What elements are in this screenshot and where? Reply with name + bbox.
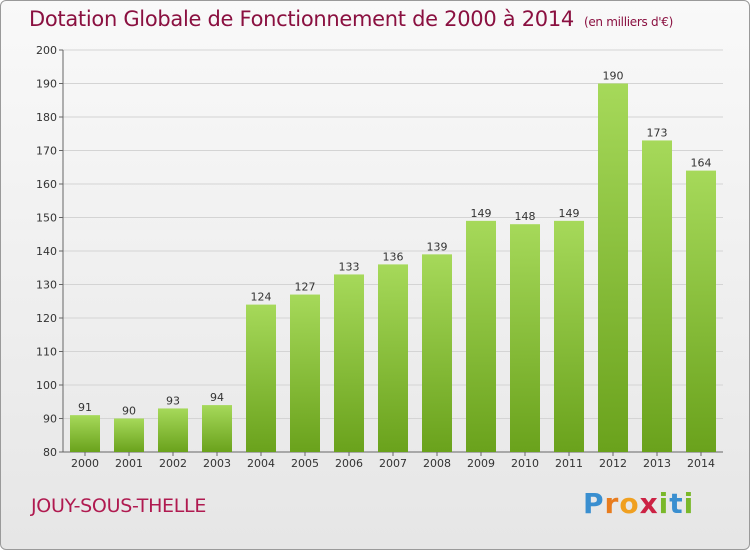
x-tick-label-2007: 2007 — [379, 457, 407, 470]
bar-2004 — [246, 304, 276, 452]
chart-subtitle: (en milliers d'€) — [583, 15, 673, 29]
x-tick-label-2004: 2004 — [247, 457, 275, 470]
x-tick-label-2006: 2006 — [335, 457, 363, 470]
x-tick-label-2008: 2008 — [423, 457, 451, 470]
data-label-2001: 90 — [122, 405, 136, 418]
y-tick-label: 200 — [36, 44, 57, 57]
data-label-2010: 148 — [515, 210, 536, 223]
x-tick-label-2009: 2009 — [467, 457, 495, 470]
commune-name: JOUY-SOUS-THELLE — [31, 495, 207, 517]
y-tick-label: 120 — [36, 312, 57, 325]
bar-2014 — [686, 170, 716, 452]
bar-2001 — [114, 418, 144, 452]
data-label-2008: 139 — [427, 240, 448, 253]
data-label-2013: 173 — [647, 126, 668, 139]
bar-2008 — [422, 254, 452, 452]
y-tick-label: 180 — [36, 111, 57, 124]
chart-title: Dotation Globale de Fonctionnement de 20… — [29, 7, 673, 31]
bar-2009 — [466, 220, 496, 452]
bar-2011 — [554, 220, 584, 452]
bar-2007 — [378, 264, 408, 452]
bar-2005 — [290, 294, 320, 452]
axes: 80 90 100 110 120 130 140 150 160 170 180 190 200 200… — [36, 44, 723, 470]
x-tick-label-2000: 2000 — [71, 457, 99, 470]
x-tick-label-2002: 2002 — [159, 457, 187, 470]
data-label-2003: 94 — [210, 391, 224, 404]
data-label-2000: 91 — [78, 401, 92, 414]
x-tick-label-2011: 2011 — [555, 457, 583, 470]
bars — [70, 83, 716, 452]
bar-2003 — [202, 405, 232, 452]
bar-2010 — [510, 224, 540, 452]
y-tick-label: 80 — [43, 446, 57, 459]
data-label-2014: 164 — [691, 157, 712, 170]
chart-title-text: Dotation Globale de Fonctionnement de 20… — [29, 7, 574, 31]
x-tick-label-2001: 2001 — [115, 457, 143, 470]
bar-2006 — [334, 274, 364, 452]
x-tick-label-2005: 2005 — [291, 457, 319, 470]
y-tick-label: 190 — [36, 78, 57, 91]
x-tick-label-2012: 2012 — [599, 457, 627, 470]
data-label-2009: 149 — [471, 207, 492, 220]
proxiti-logo[interactable]: Proxiti — [583, 487, 695, 520]
data-label-2005: 127 — [295, 281, 316, 294]
bar-2012 — [598, 83, 628, 452]
data-label-2004: 124 — [251, 291, 272, 304]
y-tick-label: 130 — [36, 279, 57, 292]
y-tick-label: 140 — [36, 245, 57, 258]
data-label-2007: 136 — [383, 250, 404, 263]
x-tick-label-2014: 2014 — [687, 457, 715, 470]
bar-2000 — [70, 415, 100, 452]
y-tick-label: 160 — [36, 178, 57, 191]
data-labels: 91 90 93 94 124 127 133 136 139 149 148 149 190 173 16… — [78, 70, 712, 418]
y-tick-label: 100 — [36, 379, 57, 392]
data-label-2006: 133 — [339, 260, 360, 273]
y-tick-label: 150 — [36, 212, 57, 225]
x-tick-label-2013: 2013 — [643, 457, 671, 470]
y-tick-label: 170 — [36, 145, 57, 158]
y-tick-label: 110 — [36, 346, 57, 359]
bar-2002 — [158, 408, 188, 452]
data-label-2002: 93 — [166, 394, 180, 407]
bar-2013 — [642, 140, 672, 452]
x-tick-label-2003: 2003 — [203, 457, 231, 470]
data-label-2012: 190 — [603, 70, 624, 83]
data-label-2011: 149 — [559, 207, 580, 220]
x-tick-label-2010: 2010 — [511, 457, 539, 470]
y-tick-label: 90 — [43, 413, 57, 426]
